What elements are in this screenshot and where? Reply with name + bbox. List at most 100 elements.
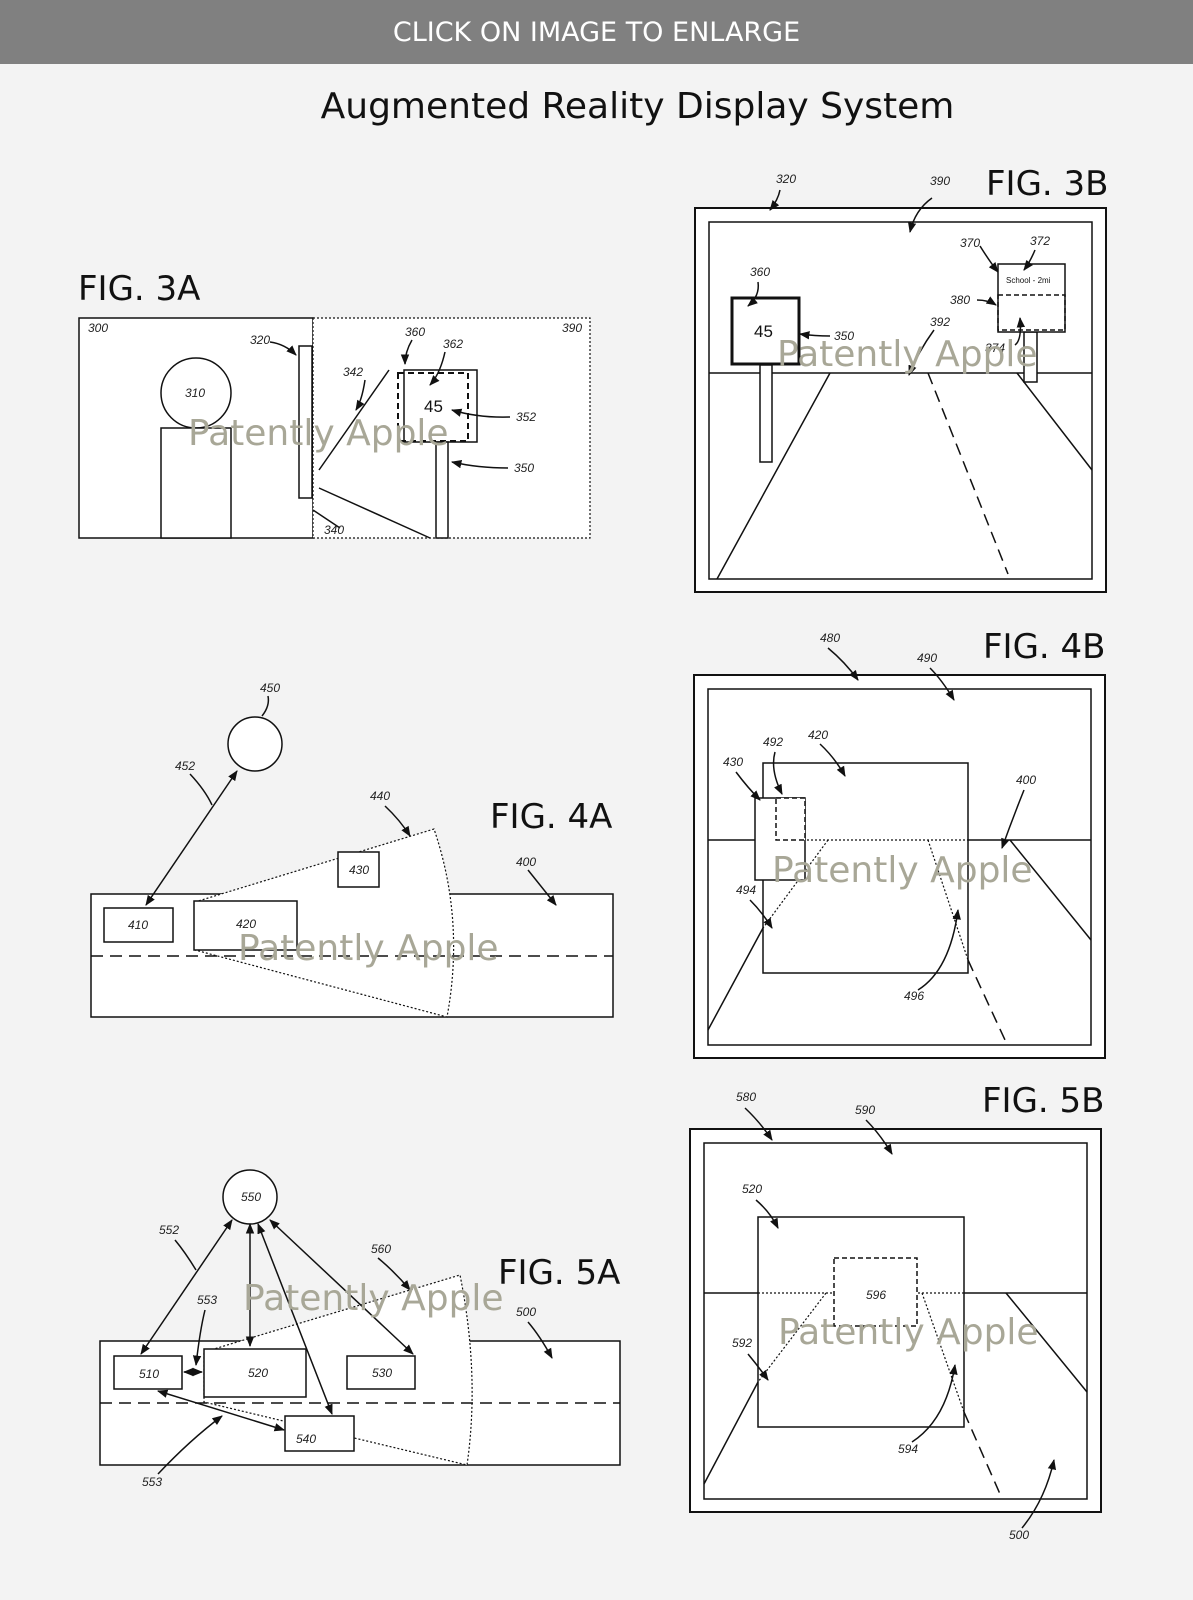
leader-320-3b [769, 189, 781, 211]
vehicle-510 [113, 1355, 183, 1390]
ref-320-3b: 320 [776, 172, 796, 186]
ref-540: 540 [296, 1432, 316, 1446]
virtual-overlay-596 [833, 1257, 918, 1327]
lane-center-4b-dotted [927, 839, 969, 961]
virtual-sign-380 [997, 294, 1066, 331]
ref-430: 430 [349, 863, 369, 877]
field-of-view-440 [194, 828, 455, 1018]
ref-480: 480 [820, 631, 840, 645]
leader-592 [747, 1353, 769, 1381]
fig-5b-label: FIG. 5B [982, 1081, 1105, 1121]
ref-380: 380 [950, 293, 970, 307]
enlarge-banner[interactable]: CLICK ON IMAGE TO ENLARGE [0, 0, 1193, 64]
ref-490: 490 [917, 651, 937, 665]
vehicle-420 [193, 900, 298, 951]
page-title: Augmented Reality Display System [320, 86, 955, 127]
ref-530: 530 [372, 1366, 392, 1380]
enlarge-banner-text: CLICK ON IMAGE TO ENLARGE [392, 16, 801, 48]
ref-370: 370 [960, 236, 980, 250]
ref-350: 350 [514, 461, 534, 475]
watermark-3b: Patently Apple [777, 334, 1038, 375]
watermark-4b: Patently Apple [772, 850, 1033, 891]
fig-4b: FIG. 4B 480 490 492 420 430 400 494 496 … [693, 627, 1106, 1059]
ref-362: 362 [443, 337, 463, 351]
ref-400: 400 [516, 855, 536, 869]
leader-350 [450, 460, 509, 469]
ref-552: 552 [159, 1223, 179, 1237]
ref-310: 310 [185, 386, 205, 400]
road-left-4b [707, 927, 764, 1031]
school-sign-text: School - 2mi [1006, 276, 1051, 285]
leader-590 [865, 1119, 893, 1155]
leader-350-3b [798, 331, 831, 340]
sign-post-3b [759, 364, 773, 463]
ref-374: 374 [985, 341, 1005, 355]
ref-494: 494 [736, 883, 756, 897]
ref-560: 560 [371, 1242, 391, 1256]
sign-value-3b: 45 [754, 322, 773, 341]
vehicle-530 [346, 1355, 416, 1390]
leader-352 [450, 408, 511, 418]
road-right-3b [1016, 372, 1093, 471]
leader-560 [377, 1257, 411, 1291]
ref-320: 320 [250, 333, 270, 347]
leader-420-4b [819, 743, 846, 777]
ref-410: 410 [128, 918, 148, 932]
fig-3a-label: FIG. 3A [78, 269, 200, 309]
sign-350 [403, 369, 478, 443]
leader-340 [312, 509, 341, 529]
fig-4a: FIG. 4A 450 452 440 430 400 410 420 Pate… [90, 681, 614, 1018]
lane-center-5b-dotted [921, 1292, 965, 1413]
leader-490 [929, 667, 955, 701]
virtual-indicator-492 [775, 797, 806, 841]
ref-492: 492 [763, 735, 783, 749]
road-left-5b [703, 1381, 759, 1485]
leader-480 [827, 647, 859, 681]
ref-300: 300 [88, 321, 108, 335]
link-452 [145, 770, 238, 906]
object-450 [227, 716, 283, 772]
ref-350-3b: 350 [834, 329, 854, 343]
leader-360-3b [747, 281, 760, 307]
view-line-upper [318, 369, 390, 471]
road-left-3b [716, 372, 831, 580]
ref-550: 550 [241, 1190, 261, 1204]
ref-592: 592 [732, 1336, 752, 1350]
leader-553-upper [192, 1309, 206, 1367]
leader-494 [749, 899, 773, 929]
ref-553-upper: 553 [197, 1293, 217, 1307]
sign-value-3a: 45 [424, 397, 443, 416]
ref-500: 500 [516, 1305, 536, 1319]
fig-3a: FIG. 3A 45 300 310 320 390 360 362 342 3… [78, 269, 591, 539]
leader-374 [1014, 316, 1026, 346]
ref-372: 372 [1030, 234, 1050, 248]
ref-430-4b: 430 [723, 755, 743, 769]
ref-390: 390 [562, 321, 582, 335]
ref-520: 520 [248, 1366, 268, 1380]
ref-553-lower: 553 [142, 1475, 162, 1489]
ref-452: 452 [175, 759, 195, 773]
ref-496: 496 [904, 989, 924, 1003]
fig-3b-label: FIG. 3B [986, 164, 1109, 204]
leader-452 [189, 773, 213, 806]
vehicle-540 [284, 1415, 355, 1452]
sign-post [435, 441, 449, 539]
fig-5a: FIG. 5A 550 552 560 553 500 510 520 530 … [99, 1169, 621, 1489]
display-320 [298, 345, 313, 499]
ref-392: 392 [930, 315, 950, 329]
vehicle-430 [337, 851, 380, 888]
leader-400-4b [1001, 789, 1025, 849]
ref-360-3b: 360 [750, 265, 770, 279]
lane-center-4b [967, 959, 1006, 1041]
leader-553-lower [157, 1415, 223, 1475]
sign-350-3b [730, 296, 801, 366]
ref-340: 340 [324, 523, 344, 537]
ref-360: 360 [405, 325, 425, 339]
ref-500-5b: 500 [1009, 1528, 1029, 1542]
leader-320 [269, 341, 297, 356]
leader-450 [261, 695, 270, 717]
link-552 [140, 1219, 233, 1355]
ref-420: 420 [236, 917, 256, 931]
ref-594: 594 [898, 1442, 918, 1456]
